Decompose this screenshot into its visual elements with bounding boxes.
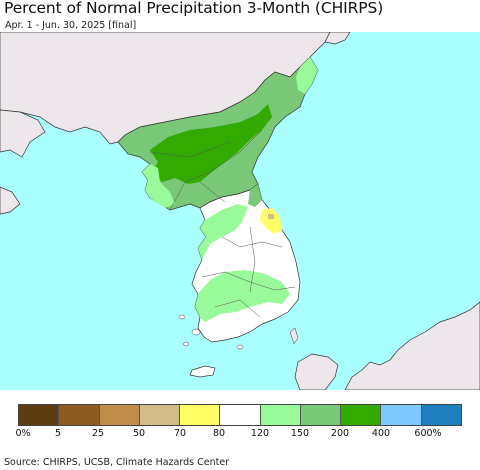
map-subtitle: Apr. 1 - Jun. 30, 2025 [final] (5, 20, 137, 31)
precipitation-map (0, 32, 480, 390)
jeju-island (189, 365, 216, 378)
legend-swatch (99, 405, 140, 425)
source-credit: Source: CHIRPS, UCSB, Climate Hazards Ce… (4, 457, 230, 468)
legend-swatch (341, 405, 382, 425)
legend-label: 600% (414, 428, 442, 439)
legend-labels: 0% 5 25 50 70 80 120 150 200 400 600% (0, 428, 480, 442)
legend-label: 0% (15, 428, 31, 439)
legend-swatch (180, 405, 221, 425)
legend-label: 400 (371, 428, 391, 439)
legend-swatch (19, 405, 60, 425)
nk-west-coast-120-150 (142, 164, 175, 208)
legend-label: 150 (290, 428, 310, 439)
nk-coast-120-150 (296, 57, 318, 94)
legend-label: 50 (132, 428, 146, 439)
legend-swatch (59, 405, 100, 425)
map-title: Percent of Normal Precipitation 3-Month … (4, 0, 384, 17)
nk-core-200-400 (150, 104, 272, 184)
legend-label: 80 (212, 428, 226, 439)
legend-label: 200 (330, 428, 350, 439)
legend-swatch (421, 405, 461, 425)
south-islands (178, 314, 244, 350)
china-peninsula (0, 109, 46, 158)
legend-label: 70 (173, 428, 187, 439)
legend-swatch (260, 405, 301, 425)
legend-label: 25 (91, 428, 105, 439)
legend-label: 5 (54, 428, 62, 439)
gangwon-yellow-spot (260, 208, 282, 234)
province-borders (149, 129, 296, 318)
legend-swatch (300, 405, 342, 425)
legend-swatch (220, 405, 261, 425)
gangwon-tan-spot (268, 214, 274, 219)
legend-label: 120 (250, 428, 270, 439)
japan-tsushima (289, 327, 299, 345)
sk-central-120-150 (195, 270, 290, 322)
sk-west-120-150 (198, 204, 248, 260)
russia-coast (324, 32, 351, 45)
legend-bar (18, 404, 462, 426)
japan-kyushu (294, 353, 339, 390)
legend-swatch (381, 405, 422, 425)
sk-gangwon-150-200 (248, 184, 262, 207)
japan-honshu (344, 301, 480, 390)
china-east-coast (0, 186, 21, 215)
legend-swatch (139, 405, 181, 425)
